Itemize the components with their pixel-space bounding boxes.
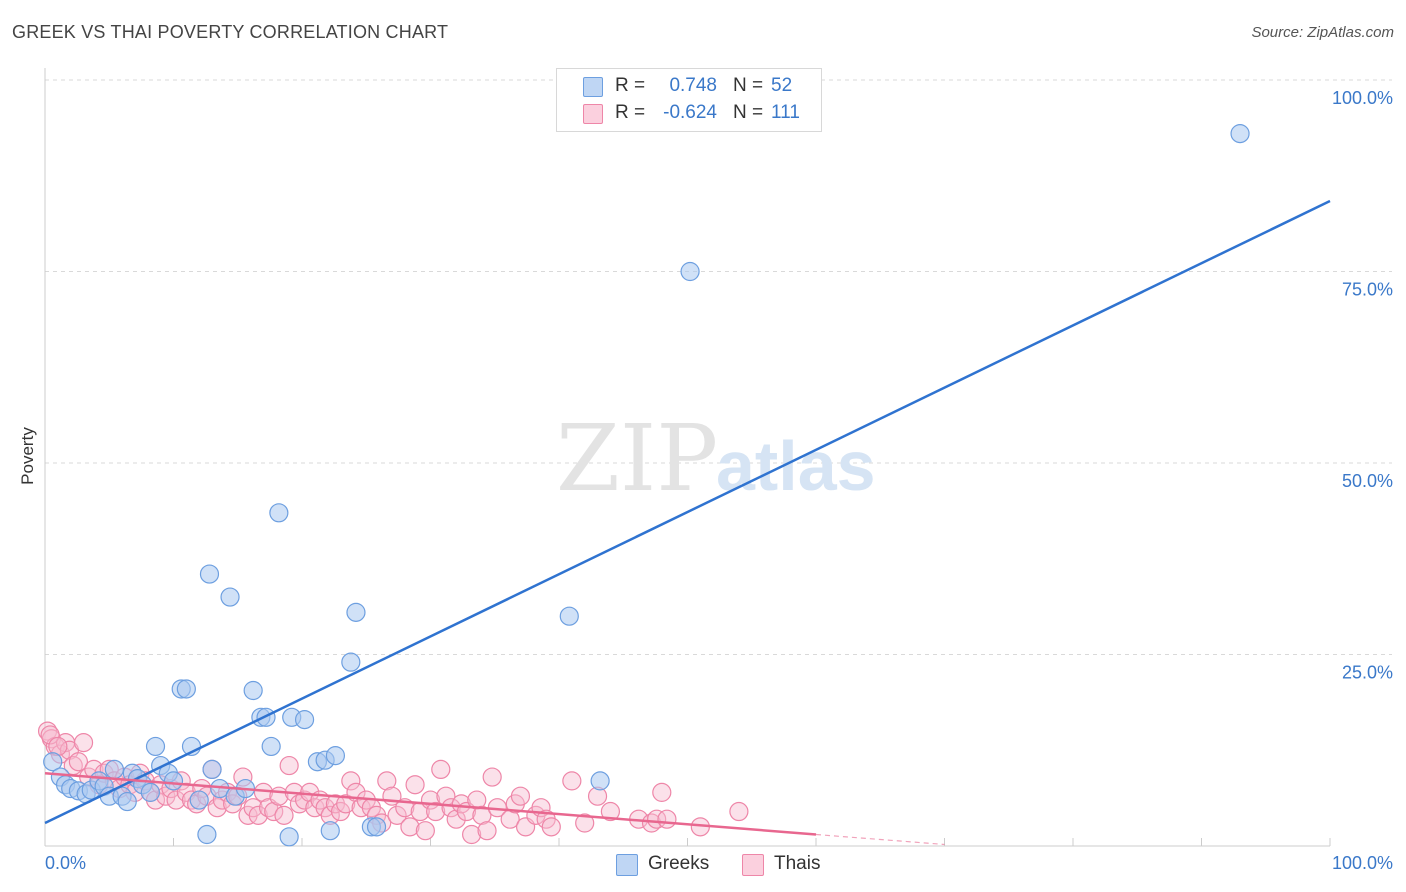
thai-point [729,801,749,822]
thai-point [400,817,420,837]
gridlines [45,79,1392,655]
greek-point [220,587,240,607]
greek-point [199,564,220,584]
greeks-swatch [583,77,603,97]
y-tick-label: 25.0% [1342,663,1393,683]
n-label: N = [733,102,764,123]
thai-point [73,732,94,753]
thai-point [387,805,407,825]
greek-point [117,791,137,812]
r-value: -0.624 [663,102,717,123]
greek-point [145,736,166,757]
thai-point [341,771,361,791]
greek-point [202,759,222,780]
greek-point [269,503,289,523]
thai-point [472,805,492,825]
greek-point [320,821,340,841]
thai-point [431,759,451,780]
thai-point [279,755,299,776]
correlation-legend: R = 0.748 N = 52 R = -0.624 N = 111 [556,68,822,132]
legend-label-thais: Thais [774,853,821,874]
greek-point [163,771,184,791]
greek-point [43,752,63,772]
thai-point [652,782,672,802]
greek-point [346,602,366,622]
thai-point [510,786,531,806]
y-axis-label: Poverty [18,427,37,485]
greek-point [176,679,196,699]
thai-point [274,805,294,825]
thai-point [441,798,461,818]
r-label: R = [615,102,646,123]
trend-lines [44,199,1331,846]
greek-point [261,736,281,757]
r-label: R = [615,75,646,96]
thai-point [562,771,582,791]
thai-point [446,809,466,829]
watermark-zip: ZIP [556,405,718,512]
greek-point [279,827,299,847]
thai-point [477,821,497,841]
y-tick-label: 100.0% [1332,88,1393,108]
thais-swatch [742,854,764,876]
greek-point [341,652,361,672]
axes [44,68,1331,847]
thais-swatch [583,104,603,124]
legend-label-greeks: Greeks [648,853,710,874]
thai-point [647,809,667,829]
thai-trend-extension [815,833,945,846]
greek-point [104,759,124,780]
thai-point [166,790,186,810]
n-label: N = [733,75,764,96]
r-value: 0.748 [669,75,717,96]
thai-point [405,775,425,795]
greek-point [590,771,610,791]
thai-point [415,821,435,841]
series-legend: Greeks Thais [616,852,836,878]
thai-point [482,767,502,787]
thai-trend-line [44,771,817,836]
thai-point [264,801,284,822]
y-tick-label: 50.0% [1342,471,1393,491]
greek-point [243,680,263,701]
greek-point [1230,124,1250,144]
x-tick-label: 0.0% [45,853,86,873]
greek-trend-line [44,199,1331,825]
thai-point [40,725,60,745]
watermark-atlas: atlas [716,427,876,505]
thai-point [68,752,89,772]
greek-point [140,782,160,802]
greek-point [559,606,579,626]
n-value: 52 [771,75,793,96]
source-label: Source: ZipAtlas.com [1251,24,1394,41]
chart-title: GREEK VS THAI POVERTY CORRELATION CHART [12,22,449,42]
n-value: 111 [771,102,800,123]
thai-point [248,805,268,825]
greek-point [294,710,315,730]
thai-point [541,817,561,837]
tick-labels: 100.0% 75.0% 50.0% 25.0% 0.0% 100.0% [45,88,1393,873]
thai-point [575,813,595,833]
x-tick-label: 100.0% [1332,853,1393,873]
greek-point [680,261,700,282]
thai-point [467,790,487,810]
thai-point [377,771,397,791]
thai-point [657,809,677,829]
thai-point [462,824,482,845]
greek-point [197,824,217,845]
greek-point [366,817,387,837]
greek-point [325,746,346,766]
greeks-swatch [616,854,638,876]
thai-point [426,801,446,822]
greek-point [189,790,209,810]
watermark: ZIP atlas [556,405,876,512]
thai-point [600,801,621,822]
y-tick-label: 75.0% [1342,280,1393,300]
